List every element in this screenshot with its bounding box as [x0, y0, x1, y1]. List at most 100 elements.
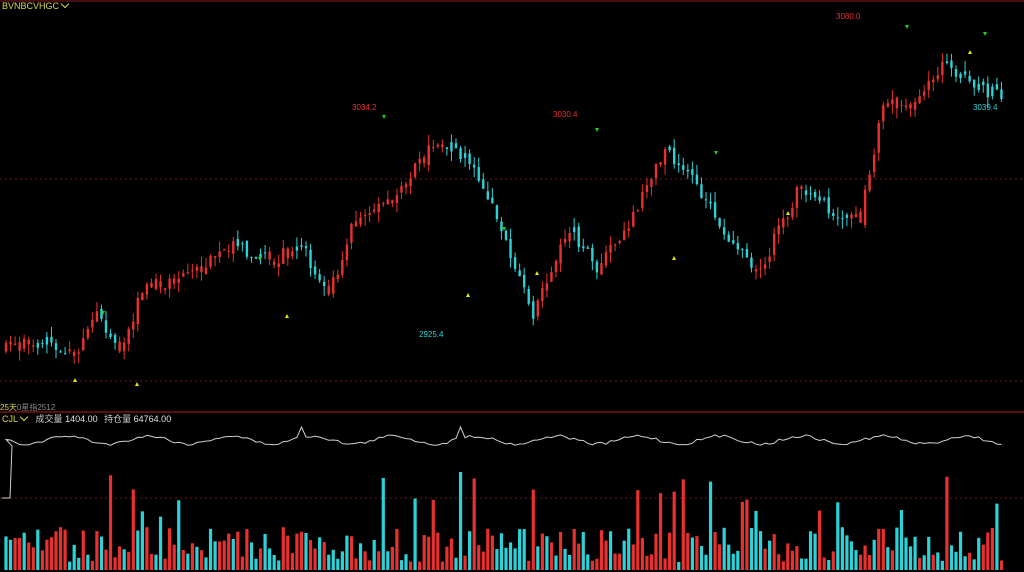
- oi-label: 持仓量: [104, 414, 132, 424]
- candle-body: [4, 342, 8, 352]
- chevron-down-icon[interactable]: [19, 412, 29, 422]
- volume-bar: [677, 561, 681, 570]
- candle-body: [782, 218, 785, 228]
- volume-value: 1404.00: [65, 414, 98, 424]
- price-label-low-1: 2925.4: [419, 330, 444, 339]
- volume-bar: [549, 542, 554, 570]
- candle-body: [891, 99, 894, 105]
- candle-body: [186, 271, 190, 273]
- volume-bar: [268, 548, 272, 570]
- candle-body: [713, 202, 717, 218]
- volume-bar: [145, 527, 149, 570]
- volume-bar: [772, 534, 776, 570]
- volume-bar: [627, 528, 631, 570]
- volume-bar: [649, 554, 654, 570]
- volume-bar: [436, 532, 440, 570]
- candle-body: [441, 144, 444, 148]
- candle-body: [350, 223, 353, 243]
- volume-bar: [736, 550, 740, 570]
- candle-body: [68, 349, 71, 352]
- candle-body: [232, 241, 235, 254]
- volume-bar: [468, 531, 472, 570]
- candle-body: [195, 266, 199, 271]
- candle-body: [472, 164, 476, 168]
- candle-body: [518, 270, 521, 277]
- volume-bar: [763, 548, 767, 570]
- volume-bar: [445, 546, 449, 570]
- chevron-down-icon[interactable]: [60, 0, 70, 9]
- volume-bar: [554, 555, 558, 570]
- candle-body: [263, 252, 267, 254]
- candle-body: [595, 261, 599, 273]
- volume-bar: [895, 527, 899, 570]
- volume-bar: [477, 545, 481, 570]
- volume-bar: [558, 531, 563, 570]
- volume-bar: [49, 537, 54, 570]
- volume-bar: [645, 555, 649, 570]
- candle-body: [695, 174, 699, 185]
- candle-body: [118, 341, 121, 352]
- volume-bar: [531, 489, 535, 570]
- candle-body: [632, 211, 635, 227]
- volume-bar: [72, 544, 76, 570]
- candle-body: [86, 328, 90, 338]
- price-label-last: 3039.4: [973, 103, 998, 112]
- volume-bar: [490, 535, 494, 570]
- sell-signal-marker: [905, 25, 909, 29]
- volume-bar: [390, 546, 394, 570]
- volume-bar: [340, 551, 344, 570]
- index-label: 0星指2512: [16, 403, 56, 412]
- candle-body: [613, 244, 617, 246]
- candle-body: [113, 334, 117, 343]
- candle-body: [736, 242, 740, 250]
- volume-bar: [458, 472, 463, 570]
- candle-body: [936, 75, 940, 80]
- volume-bar: [713, 532, 717, 570]
- volume-bar: [236, 531, 240, 570]
- volume-bar: [499, 533, 504, 570]
- candle-body: [286, 248, 290, 258]
- volume-bar: [481, 551, 485, 570]
- candle-body: [377, 203, 380, 212]
- volume-bar: [399, 560, 404, 570]
- candle-body: [863, 189, 867, 225]
- candle-body: [241, 243, 244, 245]
- volume-bar: [995, 503, 999, 570]
- volume-bar: [863, 545, 867, 570]
- volume-bar: [781, 561, 785, 570]
- candle-body: [636, 210, 640, 212]
- candle-body: [741, 249, 744, 251]
- symbol-header[interactable]: BVNBCVHGC: [2, 0, 70, 12]
- volume-bar: [4, 536, 8, 570]
- volume-bar: [404, 554, 408, 570]
- volume-bar: [86, 554, 90, 570]
- volume-bar: [454, 557, 458, 570]
- candle-body: [354, 221, 358, 227]
- candle-body: [395, 195, 399, 203]
- candle-body: [259, 253, 262, 258]
- indicator-selector[interactable]: CJL: [2, 412, 29, 424]
- volume-bar: [758, 531, 763, 570]
- volume-bar: [495, 549, 499, 570]
- volume-bar: [777, 554, 781, 570]
- candle-body: [191, 270, 194, 272]
- candle-body: [977, 83, 980, 91]
- candle-body: [882, 105, 885, 122]
- volume-bar: [486, 528, 490, 570]
- volume-bar: [245, 529, 249, 570]
- days-label: 25天: [0, 403, 17, 412]
- volume-bar: [308, 540, 313, 570]
- candle-body: [604, 252, 608, 266]
- candle-body: [154, 279, 158, 290]
- volume-bar: [327, 554, 331, 570]
- candle-body: [722, 227, 726, 235]
- candle-body: [227, 250, 230, 252]
- candle-body: [268, 251, 271, 260]
- candle-body: [422, 157, 426, 164]
- candle-body: [22, 338, 26, 349]
- volume-bar: [418, 561, 422, 570]
- candle-body: [63, 353, 67, 355]
- sell-signal-marker: [714, 151, 718, 155]
- volume-bar: [808, 531, 813, 570]
